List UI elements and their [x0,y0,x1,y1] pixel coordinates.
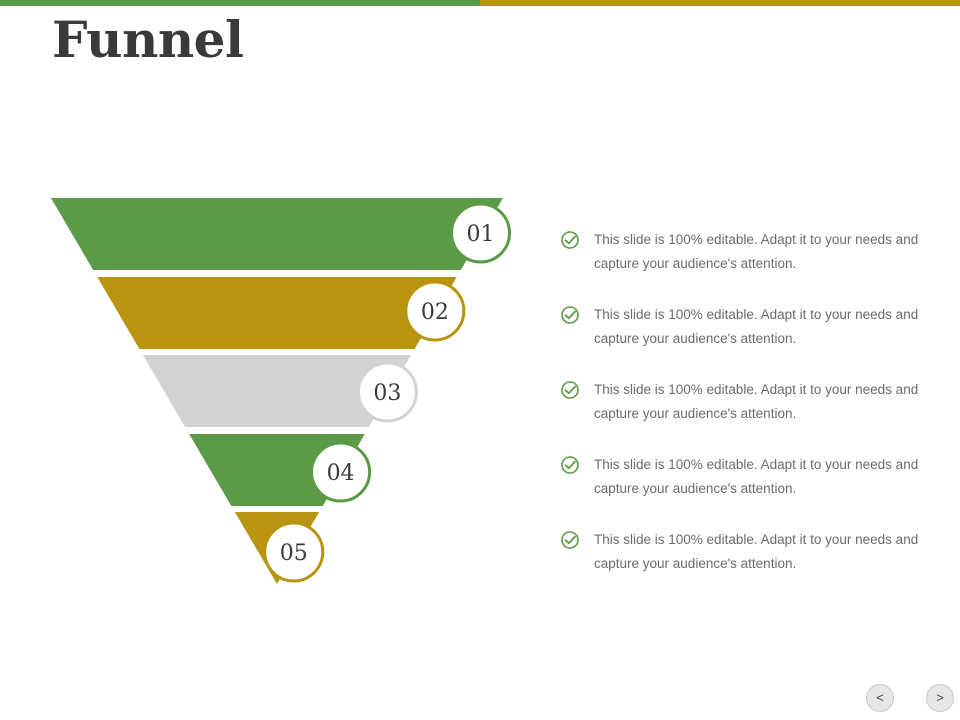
funnel-stage-01 [51,198,503,270]
bullet-text: This slide is 100% editable. Adapt it to… [594,232,919,271]
bullet-text: This slide is 100% editable. Adapt it to… [594,532,919,571]
check-circle-icon [561,306,579,324]
stage-number: 01 [467,222,495,247]
bullet-text: This slide is 100% editable. Adapt it to… [594,457,919,496]
stage-number: 05 [280,541,308,566]
stage-number-badge: 05 [263,521,325,583]
check-circle-icon [561,231,579,249]
stage-number-badge: 01 [450,202,512,264]
next-slide-button[interactable]: > [926,684,954,712]
stage-number-badge: 03 [356,361,418,423]
funnel-stage-02 [97,277,457,349]
slide-title: Funnel [52,10,244,69]
bullet-text: This slide is 100% editable. Adapt it to… [594,307,919,346]
stage-circle [450,202,512,264]
stage-number-badge: 02 [404,280,466,342]
stage-number-badge: 04 [310,441,372,503]
top-accent-bar [0,0,960,6]
check-circle-icon [561,531,579,549]
top-accent-green [0,0,480,6]
stage-circle [263,521,325,583]
check-circle-icon [561,381,579,399]
stage-circle [310,441,372,503]
stage-number: 02 [421,300,449,325]
stage-number: 03 [373,381,401,406]
check-circle-icon [561,456,579,474]
top-accent-gold [480,0,960,6]
previous-slide-button[interactable]: < [866,684,894,712]
bullet-text: This slide is 100% editable. Adapt it to… [594,382,919,421]
stage-circle [404,280,466,342]
stage-circle [356,361,418,423]
funnel-stage-03 [142,355,412,427]
stage-number: 04 [327,461,355,486]
